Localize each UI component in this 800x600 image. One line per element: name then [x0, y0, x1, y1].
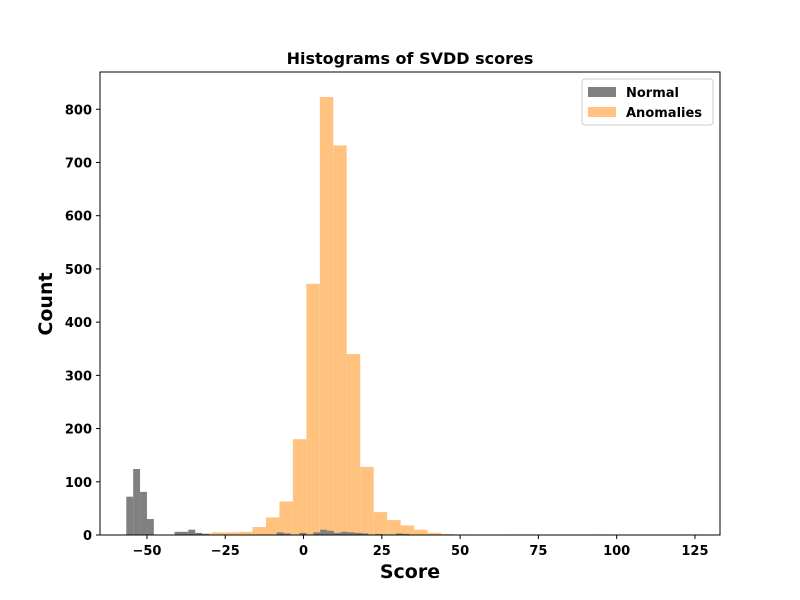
y-tick-label: 0: [83, 529, 92, 544]
y-tick-label: 800: [65, 103, 92, 118]
normal-bar-22: [402, 533, 410, 535]
anomalies-bar-12: [360, 466, 374, 535]
x-tick-label: 100: [603, 544, 630, 559]
x-tick-label: 125: [681, 544, 708, 559]
bars-layer: [126, 97, 698, 535]
anomalies-bar-1: [212, 532, 226, 535]
anomalies-bar-14: [387, 520, 401, 535]
normal-bar-12: [313, 532, 321, 535]
normal-bar-21: [395, 533, 403, 535]
normal-bar-10: [283, 533, 291, 535]
normal-bar-2: [140, 491, 147, 535]
normal-bar-8: [202, 533, 209, 535]
normal-bar-9: [276, 532, 284, 535]
x-tick-label: 75: [529, 544, 547, 559]
axes-layer: −50 −25 0 25 50 75 100 125 0 100 200 300 400 500 600 70…: [65, 71, 721, 559]
y-tick-label: 300: [65, 369, 92, 384]
normal-bar-17: [347, 532, 355, 535]
plot-frame: [99, 71, 721, 536]
normal-bar-14: [327, 530, 334, 535]
legend-swatch-anomalies: [588, 107, 616, 117]
chart-title: Histograms of SVDD scores: [287, 49, 534, 68]
legend: Normal Anomalies: [581, 78, 714, 126]
anomalies-bar-3: [239, 531, 253, 535]
x-tick-label: 0: [299, 544, 308, 559]
anomalies-bar-11: [346, 354, 361, 535]
legend-label-normal: Normal: [626, 86, 679, 101]
y-tick-label: 700: [65, 156, 92, 171]
normal-bar-6: [188, 529, 196, 535]
normal-bar-19: [361, 533, 369, 535]
normal-bar-11: [299, 532, 307, 535]
x-tick-label: 25: [373, 544, 391, 559]
normal-bar-16: [340, 531, 348, 535]
anomalies-bar-16: [414, 529, 428, 535]
normal-bar-18: [354, 532, 362, 535]
normal-bar-3: [146, 519, 154, 535]
anomalies-bar-2: [225, 532, 240, 535]
anomalies-bar-13: [373, 512, 388, 535]
anomalies-bar-15: [400, 525, 415, 535]
normal-bar-0: [126, 496, 134, 535]
x-axis-title: Score: [380, 561, 440, 583]
x-tick-label: 50: [451, 544, 469, 559]
normal-bar-1: [133, 469, 141, 535]
normal-bar-5: [181, 531, 189, 535]
y-tick-label: 400: [65, 316, 92, 331]
y-tick-label: 500: [65, 263, 92, 278]
y-tick-label: 600: [65, 210, 92, 225]
anomalies-bar-4: [252, 527, 266, 535]
anomalies-bar-5: [265, 517, 280, 535]
x-tick-label: −25: [211, 544, 240, 559]
legend-label-anomalies: Anomalies: [626, 106, 702, 121]
normal-bar-15: [333, 532, 341, 535]
y-tick-label: 200: [65, 423, 92, 438]
normal-bar-4: [174, 531, 182, 535]
y-axis-title: Count: [35, 272, 57, 335]
anomalies-bar-10: [333, 145, 347, 535]
anomalies-bar-7: [292, 439, 307, 535]
anomalies-bar-8: [306, 283, 320, 535]
anomalies-bar-9: [319, 97, 334, 535]
anomalies-bar-18: [441, 533, 455, 535]
normal-bar-13: [320, 529, 328, 535]
normal-bar-7: [195, 532, 203, 535]
anomalies-bar-17: [427, 532, 441, 535]
x-tick-label: −50: [132, 544, 161, 559]
normal-bar-20: [375, 533, 383, 535]
legend-swatch-normal: [588, 87, 616, 97]
y-tick-label: 100: [65, 476, 92, 491]
anomalies-bar-6: [279, 501, 293, 535]
